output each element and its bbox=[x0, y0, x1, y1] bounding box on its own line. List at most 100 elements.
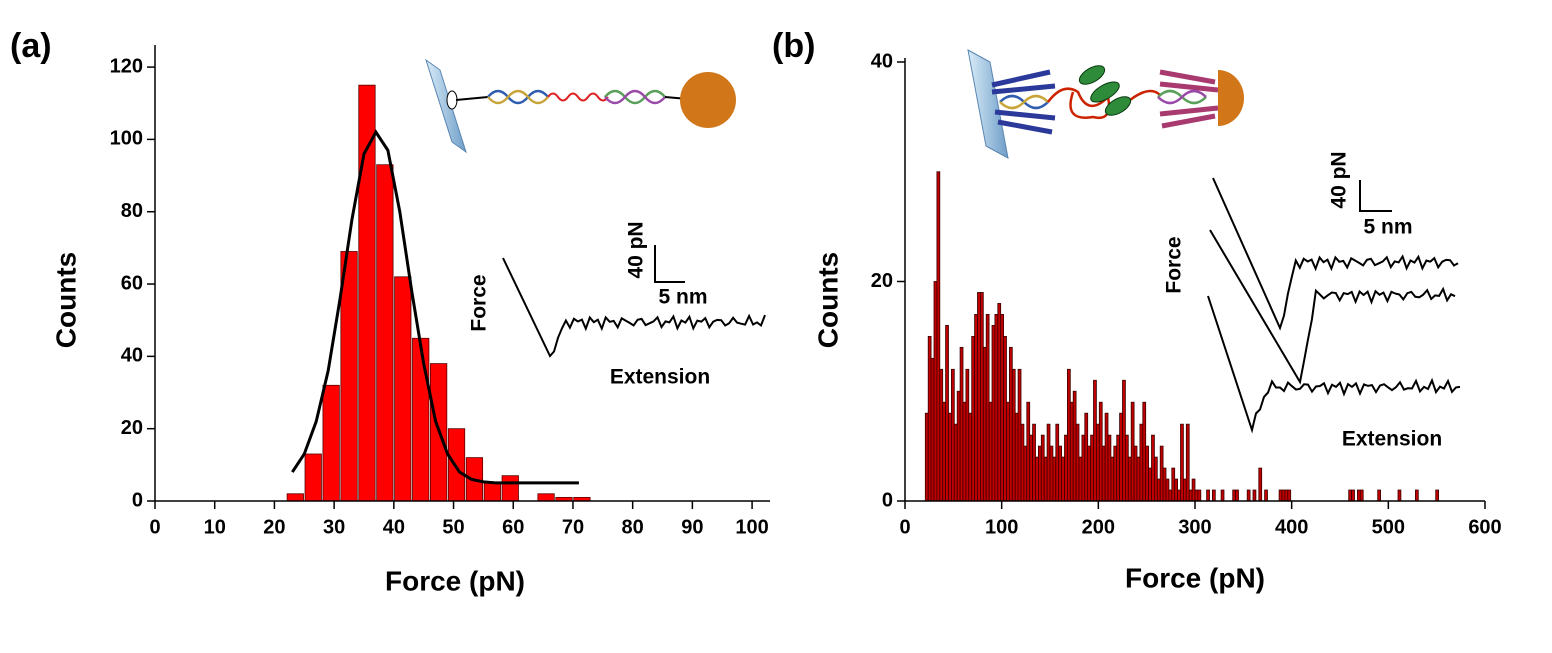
inset-trace bbox=[502, 257, 766, 358]
bar bbox=[1098, 401, 1103, 502]
bar bbox=[376, 164, 394, 502]
bar bbox=[974, 314, 978, 502]
bar bbox=[1188, 489, 1193, 502]
x-tick-label: 10 bbox=[204, 516, 226, 538]
bar bbox=[286, 493, 304, 502]
bar bbox=[994, 314, 999, 502]
bar bbox=[1156, 478, 1161, 502]
bar bbox=[1162, 467, 1167, 502]
bar bbox=[980, 292, 984, 502]
scale-y-label: 40 pN bbox=[1328, 151, 1351, 208]
bar bbox=[1232, 489, 1236, 502]
bar bbox=[1055, 423, 1060, 502]
bar bbox=[1359, 489, 1364, 502]
panel-label: (b) bbox=[772, 27, 815, 65]
x-tick-label: 100 bbox=[985, 516, 1018, 538]
bar bbox=[1130, 401, 1135, 502]
x-tick-label: 90 bbox=[681, 516, 703, 538]
bar bbox=[1017, 368, 1022, 502]
bar bbox=[1058, 445, 1062, 502]
bar bbox=[1212, 489, 1216, 502]
x-tick-label: 40 bbox=[383, 516, 405, 538]
bar bbox=[1136, 456, 1141, 502]
bar bbox=[1104, 412, 1109, 502]
bar bbox=[1069, 401, 1074, 502]
bar bbox=[1191, 478, 1196, 502]
bar bbox=[1122, 379, 1126, 502]
x-tick-label: 600 bbox=[1468, 516, 1501, 538]
bar bbox=[1127, 456, 1132, 502]
bar bbox=[1038, 445, 1042, 502]
bar bbox=[1415, 489, 1419, 502]
bar bbox=[1197, 489, 1202, 502]
bar bbox=[322, 384, 340, 502]
bar bbox=[988, 401, 993, 502]
bar bbox=[1090, 434, 1094, 502]
bar bbox=[1133, 445, 1138, 502]
bar bbox=[1235, 489, 1239, 502]
x-tick-label: 30 bbox=[323, 516, 345, 538]
bar bbox=[1168, 489, 1173, 502]
bar bbox=[412, 337, 430, 502]
plots: 0 20 40 60 80 100 120 0 10 20 30 40 50 60 70 80 90 100 (a)… bbox=[10, 27, 1502, 596]
bar bbox=[1348, 489, 1352, 502]
bar bbox=[1040, 434, 1045, 502]
bar bbox=[959, 346, 964, 502]
bar bbox=[1142, 401, 1147, 502]
scale-bar bbox=[1359, 180, 1392, 212]
bar bbox=[1185, 423, 1190, 502]
bar bbox=[936, 171, 941, 502]
bar bbox=[1046, 423, 1051, 502]
bar bbox=[1194, 489, 1199, 502]
bar bbox=[939, 368, 944, 502]
bar bbox=[953, 423, 958, 502]
bar bbox=[997, 303, 1002, 502]
bar bbox=[1009, 346, 1013, 502]
bar bbox=[1177, 489, 1181, 502]
bar bbox=[1003, 335, 1007, 502]
bar bbox=[985, 314, 990, 502]
x-tick-label: 300 bbox=[1178, 516, 1211, 538]
bar bbox=[924, 412, 929, 502]
bar bbox=[951, 368, 955, 502]
bar bbox=[1101, 445, 1106, 502]
bar bbox=[1113, 445, 1118, 502]
bar bbox=[1020, 423, 1025, 502]
bar bbox=[1125, 434, 1129, 502]
inset-y-label: Force bbox=[1163, 236, 1186, 293]
bar bbox=[962, 401, 967, 502]
bar bbox=[1043, 456, 1048, 502]
x-tick-label: 0 bbox=[149, 516, 160, 538]
bar bbox=[991, 324, 996, 502]
bar bbox=[1252, 489, 1257, 502]
bar bbox=[1151, 434, 1155, 502]
bar bbox=[942, 401, 947, 502]
bar bbox=[965, 368, 970, 502]
y-tick-label: 80 bbox=[121, 200, 143, 222]
molecule-schematic bbox=[425, 58, 736, 154]
y-tick-label: 40 bbox=[871, 50, 893, 72]
bar bbox=[1284, 489, 1289, 502]
inset-x-label: Extension bbox=[610, 366, 710, 389]
y-tick-label: 0 bbox=[882, 489, 893, 511]
bar bbox=[1029, 434, 1033, 502]
bar bbox=[982, 346, 987, 502]
x-tick-label: 20 bbox=[263, 516, 285, 538]
inset-y-label: Force bbox=[468, 274, 491, 331]
bar bbox=[927, 335, 932, 502]
molecule-schematic bbox=[967, 49, 1244, 159]
bar bbox=[971, 335, 976, 502]
y-tick-label: 0 bbox=[132, 489, 143, 511]
bar bbox=[933, 281, 938, 502]
bar bbox=[1075, 423, 1080, 502]
bar bbox=[1011, 368, 1016, 502]
y-tick-label: 120 bbox=[110, 55, 143, 77]
x-tick-label: 70 bbox=[562, 516, 584, 538]
scale-bar bbox=[654, 245, 685, 283]
bar bbox=[1078, 456, 1083, 502]
x-tick-label: 400 bbox=[1275, 516, 1308, 538]
bar bbox=[1107, 434, 1112, 502]
bar bbox=[394, 276, 412, 502]
x-tick-label: 100 bbox=[735, 516, 768, 538]
bar bbox=[1110, 456, 1115, 502]
